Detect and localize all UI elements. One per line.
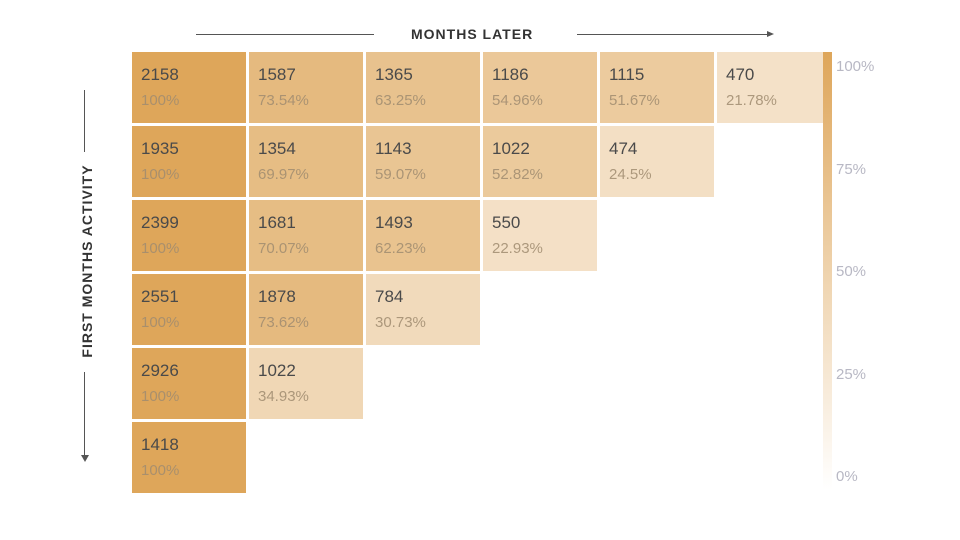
cell-percent: 59.07% [375, 166, 426, 183]
heatmap-cell: 1365 63.25% [366, 52, 480, 123]
cell-percent: 73.62% [258, 314, 309, 331]
cell-count: 1587 [258, 65, 296, 84]
heatmap-cell: 784 30.73% [366, 274, 480, 345]
cell-count: 1681 [258, 213, 296, 232]
x-axis-line-right [577, 34, 767, 35]
heatmap-cell: 1587 73.54% [249, 52, 363, 123]
cell-count: 1022 [492, 139, 530, 158]
cell-percent: 70.07% [258, 240, 309, 257]
y-axis-arrow-icon [80, 455, 89, 462]
cell-count: 2399 [141, 213, 179, 232]
y-axis-line-bottom [84, 372, 85, 458]
legend-tick-label: 50% [836, 263, 867, 280]
heatmap-cell: 2399 100% [132, 200, 246, 271]
cell-count: 550 [492, 213, 521, 232]
heatmap-cell: 1186 54.96% [483, 52, 597, 123]
cell-count: 1115 [609, 65, 645, 84]
cell-count: 2926 [141, 361, 179, 380]
legend-tick-label: 75% [836, 160, 867, 178]
cell-count: 784 [375, 287, 404, 306]
heatmap-cell: 1022 52.82% [483, 126, 597, 197]
heatmap-cell: 1418 100% [132, 422, 246, 493]
cell-percent: 51.67% [609, 92, 660, 109]
cell-percent: 69.97% [258, 166, 309, 183]
heatmap-cell: 1681 70.07% [249, 200, 363, 271]
x-axis-line-left [196, 34, 374, 35]
heatmap-cell: 1493 62.23% [366, 200, 480, 271]
heatmap-cell: 1115 51.67% [600, 52, 714, 123]
cell-count: 1365 [375, 65, 413, 84]
cell-percent: 62.23% [375, 240, 426, 257]
heatmap-cell: 2551 100% [132, 274, 246, 345]
cell-count: 1493 [375, 213, 413, 232]
cell-count: 1354 [258, 139, 296, 158]
legend-tick-label: 100% [836, 58, 875, 75]
heatmap-cell: 1878 73.62% [249, 274, 363, 345]
cell-count: 470 [726, 65, 755, 84]
heatmap-cell: 1143 59.07% [366, 126, 480, 197]
heatmap-cell: 474 24.5% [600, 126, 714, 197]
cell-percent: 54.96% [492, 92, 543, 109]
cell-percent: 100% [141, 240, 180, 257]
cell-percent: 52.82% [492, 166, 543, 183]
cell-percent: 30.73% [375, 314, 426, 331]
cell-percent: 100% [141, 462, 180, 479]
cell-percent: 73.54% [258, 92, 309, 109]
cell-count: 2551 [141, 287, 179, 306]
cell-percent: 100% [141, 166, 180, 183]
cell-percent: 100% [141, 388, 180, 405]
legend-tick-label: 0% [836, 468, 858, 485]
heatmap-cell: 1022 34.93% [249, 348, 363, 419]
x-axis-arrow-icon [767, 31, 774, 37]
legend-tick-label: 25% [836, 365, 867, 383]
cell-count: 1935 [141, 139, 179, 158]
cell-count: 2158 [141, 65, 179, 84]
heatmap-cell: 2926 100% [132, 348, 246, 419]
cell-percent: 24.5% [609, 166, 652, 183]
y-axis-line-top [84, 90, 85, 152]
cell-percent: 100% [141, 314, 180, 331]
cell-count: 1022 [258, 361, 296, 380]
cell-count: 1186 [492, 65, 529, 84]
heatmap-cell: 470 21.78% [717, 52, 831, 123]
heatmap-cell: 2158 100% [132, 52, 246, 123]
cell-percent: 21.78% [726, 92, 777, 109]
heatmap-cell: 1935 100% [132, 126, 246, 197]
heatmap-cell: 550 22.93% [483, 200, 597, 271]
cell-percent: 22.93% [492, 240, 543, 257]
cell-percent: 100% [141, 92, 180, 109]
cell-percent: 63.25% [375, 92, 426, 109]
heatmap-cell: 1354 69.97% [249, 126, 363, 197]
legend-color-bar [823, 52, 832, 490]
cell-percent: 34.93% [258, 388, 309, 405]
cell-count: 1143 [375, 139, 412, 158]
cell-count: 474 [609, 139, 638, 158]
cell-count: 1418 [141, 435, 179, 454]
x-axis-title: MONTHS LATER [411, 26, 534, 42]
cell-count: 1878 [258, 287, 296, 306]
